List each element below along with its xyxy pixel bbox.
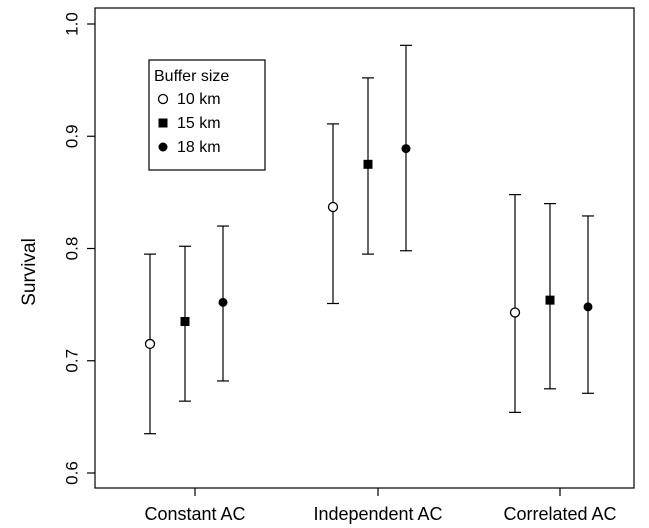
data-point: [327, 201, 339, 213]
data-point: [144, 338, 156, 350]
x-tick-label: Constant AC: [144, 504, 245, 524]
legend-entry-label: 15 km: [177, 115, 221, 132]
y-tick-label: 0.6: [62, 461, 81, 485]
legend-marker: [158, 142, 168, 152]
data-point: [401, 144, 411, 154]
data-point: [545, 295, 555, 305]
x-tick-label: Correlated AC: [503, 504, 616, 524]
y-tick-label: 0.9: [62, 124, 81, 148]
legend-entry-label: 10 km: [177, 91, 221, 108]
axes: 0.6 0.7 0.8 0.9 1.0 Constant AC Independent AC…: [62, 7, 635, 524]
data-point: [363, 159, 373, 169]
data-point: [509, 307, 521, 318]
data-point: [180, 316, 190, 326]
data-point: [218, 297, 228, 307]
y-tick-label: 0.8: [62, 237, 81, 261]
legend-entry-label: 18 km: [177, 139, 221, 156]
data-point: [583, 302, 593, 312]
data-marks: [144, 44, 594, 435]
legend-title: Buffer size: [154, 68, 229, 85]
y-tick-label: 1.0: [62, 12, 81, 36]
legend-marker: [158, 118, 168, 128]
legend: Buffer size 10 km 15 km 18 km: [148, 59, 266, 171]
legend-marker: [157, 93, 169, 105]
y-axis-label: Survival: [19, 238, 40, 306]
y-tick-label: 0.7: [62, 349, 81, 373]
legend-box: [148, 59, 266, 171]
x-tick-label: Independent AC: [313, 504, 442, 524]
